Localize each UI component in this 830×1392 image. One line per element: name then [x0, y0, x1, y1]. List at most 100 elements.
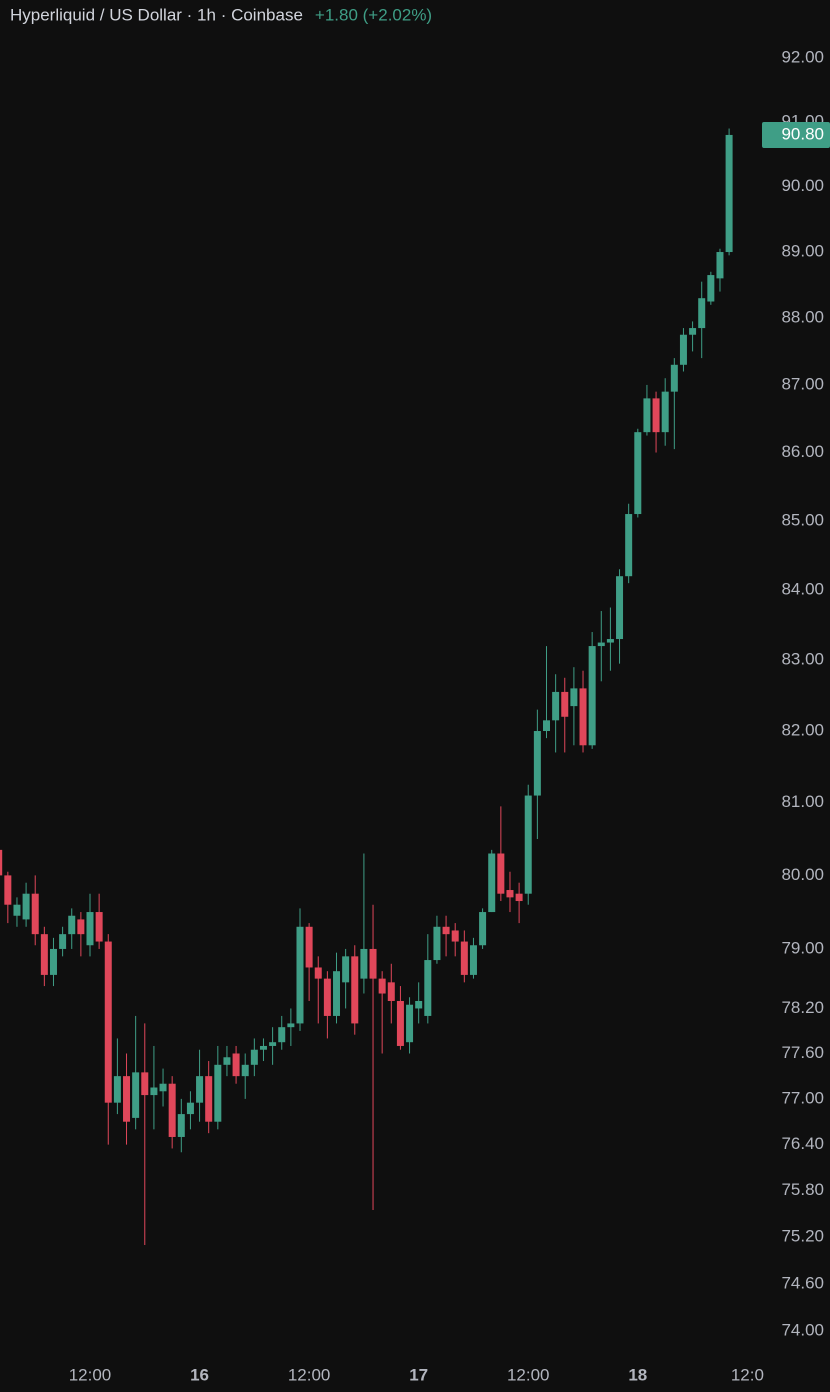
candle-body — [570, 688, 578, 707]
candle-body — [150, 1087, 158, 1096]
last-price-label: 90.80 — [781, 124, 824, 143]
candle-body — [533, 731, 541, 796]
candle-body — [22, 893, 30, 920]
x-tick-label: 17 — [409, 1365, 428, 1384]
candle-body — [506, 890, 514, 898]
x-tick-label: 12:00 — [69, 1365, 112, 1384]
candle-body — [378, 978, 386, 994]
candle-body — [269, 1042, 277, 1046]
last-price-box — [762, 121, 830, 148]
candle-body — [177, 1114, 185, 1137]
y-tick-label: 82.00 — [781, 720, 824, 739]
candle-body — [342, 956, 350, 983]
candle-body — [488, 853, 496, 913]
y-tick-label: 88.00 — [781, 308, 824, 327]
candle-body — [597, 642, 605, 647]
candle-body — [314, 967, 322, 979]
candle-body — [606, 639, 614, 643]
candle-body — [77, 919, 85, 935]
candle-body — [369, 948, 377, 979]
candle-body — [616, 576, 624, 640]
y-tick-label: 78.20 — [781, 998, 824, 1017]
y-tick-label: 87.00 — [781, 374, 824, 393]
candle-body — [643, 398, 651, 433]
candle-body — [698, 298, 706, 329]
y-tick-label: 89.00 — [781, 242, 824, 261]
candle-body — [40, 934, 48, 975]
candle-body — [625, 514, 633, 577]
y-tick-label: 74.60 — [781, 1274, 824, 1293]
candle-body — [433, 926, 441, 961]
candle-body — [241, 1064, 249, 1077]
y-tick-label: 77.60 — [781, 1043, 824, 1062]
candle-body — [232, 1053, 240, 1077]
candle-body — [451, 930, 459, 942]
candle-body — [552, 691, 560, 721]
candle-body — [333, 971, 341, 1016]
candle-body — [543, 720, 550, 732]
candle-body — [323, 978, 331, 1016]
candle-body — [497, 853, 505, 894]
price-change: +1.80 (+2.02%) — [315, 5, 432, 24]
candle-body — [68, 915, 76, 935]
candle-body — [13, 904, 21, 916]
y-tick-label: 76.40 — [781, 1134, 824, 1153]
candle-body — [679, 334, 687, 365]
candle-body — [31, 893, 39, 935]
candle-body — [95, 912, 103, 942]
candle-body — [360, 948, 368, 979]
candle-body — [689, 328, 697, 335]
y-tick-label: 84.00 — [781, 580, 824, 599]
y-tick-label: 86.00 — [781, 442, 824, 461]
candle-body — [707, 275, 715, 302]
candle-body — [0, 849, 3, 876]
candle-body — [186, 1102, 194, 1115]
candle-body — [104, 941, 112, 1103]
y-tick-label: 85.00 — [781, 510, 824, 529]
x-tick-label: 12:00 — [288, 1365, 331, 1384]
candle-body — [670, 364, 678, 392]
y-tick-label: 74.00 — [781, 1321, 824, 1340]
candle-body — [159, 1083, 167, 1092]
candle-body — [223, 1057, 231, 1065]
y-tick-label: 75.80 — [781, 1180, 824, 1199]
candle-body — [259, 1045, 267, 1050]
candle-body — [561, 691, 569, 717]
candle-body — [123, 1076, 131, 1122]
chart-title: Hyperliquid / US Dollar · 1h · Coinbase — [10, 5, 303, 24]
candle-body — [141, 1072, 149, 1096]
y-tick-label: 75.20 — [781, 1227, 824, 1246]
candle-body — [132, 1072, 140, 1118]
candle-body — [59, 934, 67, 949]
y-tick-label: 81.00 — [781, 792, 824, 811]
candle-body — [287, 1023, 295, 1028]
candle-body — [479, 912, 487, 946]
candle-body — [387, 982, 395, 1001]
candle-body — [588, 646, 596, 746]
candle-body — [278, 1027, 286, 1043]
candle-body — [725, 134, 733, 253]
candle-body — [460, 941, 468, 975]
candle-body — [661, 391, 669, 433]
candle-body — [469, 945, 477, 975]
candle-body — [424, 960, 432, 1016]
candle-body — [113, 1076, 121, 1103]
candle-body — [4, 875, 12, 905]
candle-body — [515, 893, 523, 902]
y-tick-label: 79.00 — [781, 938, 824, 957]
candle-body — [442, 926, 450, 935]
candle-body — [49, 948, 57, 975]
y-tick-label: 90.00 — [781, 176, 824, 195]
candle-body — [406, 1004, 414, 1043]
y-tick-label: 80.00 — [781, 865, 824, 884]
candle-body — [351, 956, 359, 1024]
candle-body — [634, 432, 642, 515]
candle-body — [579, 688, 587, 746]
y-tick-label: 83.00 — [781, 650, 824, 669]
y-tick-label: 92.00 — [781, 48, 824, 67]
candle-body — [396, 1000, 404, 1046]
x-tick-label: 12:0 — [731, 1365, 764, 1384]
